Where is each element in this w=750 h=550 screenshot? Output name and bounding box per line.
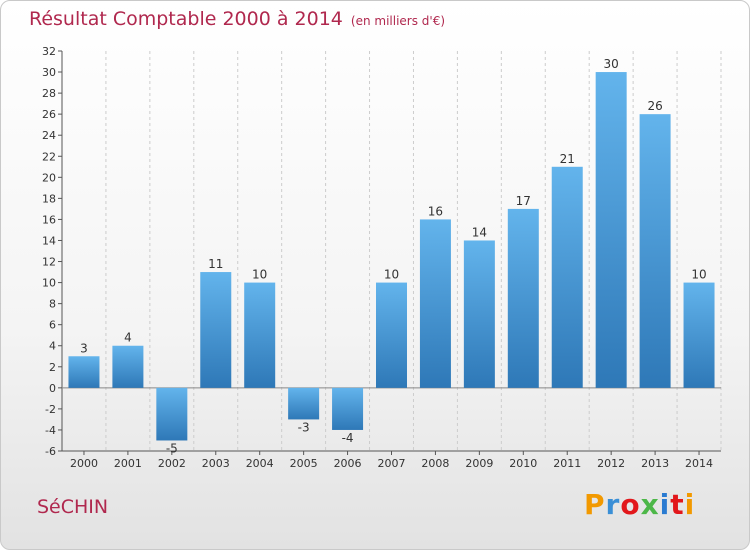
bar (156, 387, 188, 441)
y-tick-label: 28 (42, 87, 56, 100)
x-tick-label: 2011 (553, 457, 581, 470)
data-label: 4 (124, 331, 132, 345)
data-label: 30 (604, 57, 619, 71)
x-tick-label: 2003 (202, 457, 230, 470)
logo-letter: o (620, 488, 641, 521)
bar (112, 345, 144, 388)
y-tick-label: 20 (42, 171, 56, 184)
x-tick-label: 2004 (246, 457, 274, 470)
chart-title: Résultat Comptable 2000 à 2014 (en millie… (29, 8, 445, 30)
logo-letter: x (640, 488, 660, 521)
logo-letter: r (605, 488, 621, 521)
y-tick-label: 18 (42, 192, 56, 205)
bar (68, 356, 100, 388)
x-tick-label: 2010 (509, 457, 537, 470)
bar (639, 114, 671, 388)
y-tick-label: 26 (42, 108, 56, 121)
y-tick-label: 6 (49, 319, 56, 332)
data-label: 14 (472, 225, 487, 239)
chart-title-unit: (en milliers d'€) (350, 14, 446, 28)
data-label: 11 (208, 257, 223, 271)
grid-lines (61, 51, 722, 451)
value-labels: 3 4 -5 11 10 -3 -4 10 16 14 17 21 30 26 10 (80, 57, 707, 455)
y-tick-label: -4 (45, 424, 56, 437)
data-label: 26 (647, 99, 662, 113)
x-tick-label: 2001 (114, 457, 142, 470)
x-tick-label: 2014 (685, 457, 713, 470)
data-label: 3 (80, 341, 88, 355)
data-label: 10 (384, 268, 399, 282)
bar (683, 282, 715, 388)
data-label: 21 (560, 152, 575, 166)
commune-name: SéCHIN (37, 496, 109, 518)
bar (507, 208, 539, 388)
data-label: 10 (252, 268, 267, 282)
logo-letter: t (670, 488, 685, 521)
x-tick-label: 2013 (641, 457, 669, 470)
y-tick-label: 0 (49, 382, 56, 395)
y-tick-label: 14 (42, 234, 56, 247)
y-tick-label: 4 (49, 340, 56, 353)
proxiti-logo: Proxiti (584, 488, 695, 521)
y-tick-label: 30 (42, 66, 56, 79)
bar (551, 166, 583, 388)
x-tick-label: 2008 (421, 457, 449, 470)
y-tick-label: -6 (45, 445, 56, 458)
data-label: 17 (516, 194, 531, 208)
y-tick-label: 8 (49, 298, 56, 311)
data-label: 16 (428, 204, 443, 218)
y-tick-label: 16 (42, 213, 56, 226)
x-tick-label: 2002 (158, 457, 186, 470)
data-label: -3 (298, 420, 310, 434)
bar (288, 387, 320, 420)
bar (376, 282, 407, 388)
x-tick-label: 2006 (334, 457, 362, 470)
bar (332, 387, 364, 430)
bar (419, 219, 451, 388)
data-label: -4 (342, 431, 354, 445)
chart-title-main: Résultat Comptable 2000 à 2014 (29, 8, 343, 30)
y-tick-label: 12 (42, 256, 56, 269)
data-label: 10 (691, 268, 706, 282)
y-tick-label: 32 (42, 45, 56, 58)
logo-letter: P (584, 488, 606, 521)
bar (200, 272, 232, 388)
x-tick-label: 2000 (70, 457, 98, 470)
y-tick-label: 2 (49, 361, 56, 374)
x-tick-label: 2007 (378, 457, 406, 470)
bar (244, 282, 276, 388)
y-tick-label: 10 (42, 277, 56, 290)
data-label: -5 (166, 441, 178, 455)
y-tick-label: 22 (42, 150, 56, 163)
bar (463, 240, 495, 388)
bar (595, 72, 627, 388)
x-tick-label: 2005 (290, 457, 318, 470)
x-tick-label: 2012 (597, 457, 625, 470)
y-tick-label: 24 (42, 129, 56, 142)
logo-letter: i (659, 488, 671, 521)
x-tick-label: 2009 (465, 457, 493, 470)
y-tick-label: -2 (45, 403, 56, 416)
bars (68, 72, 715, 441)
logo-letter: i (684, 488, 696, 521)
